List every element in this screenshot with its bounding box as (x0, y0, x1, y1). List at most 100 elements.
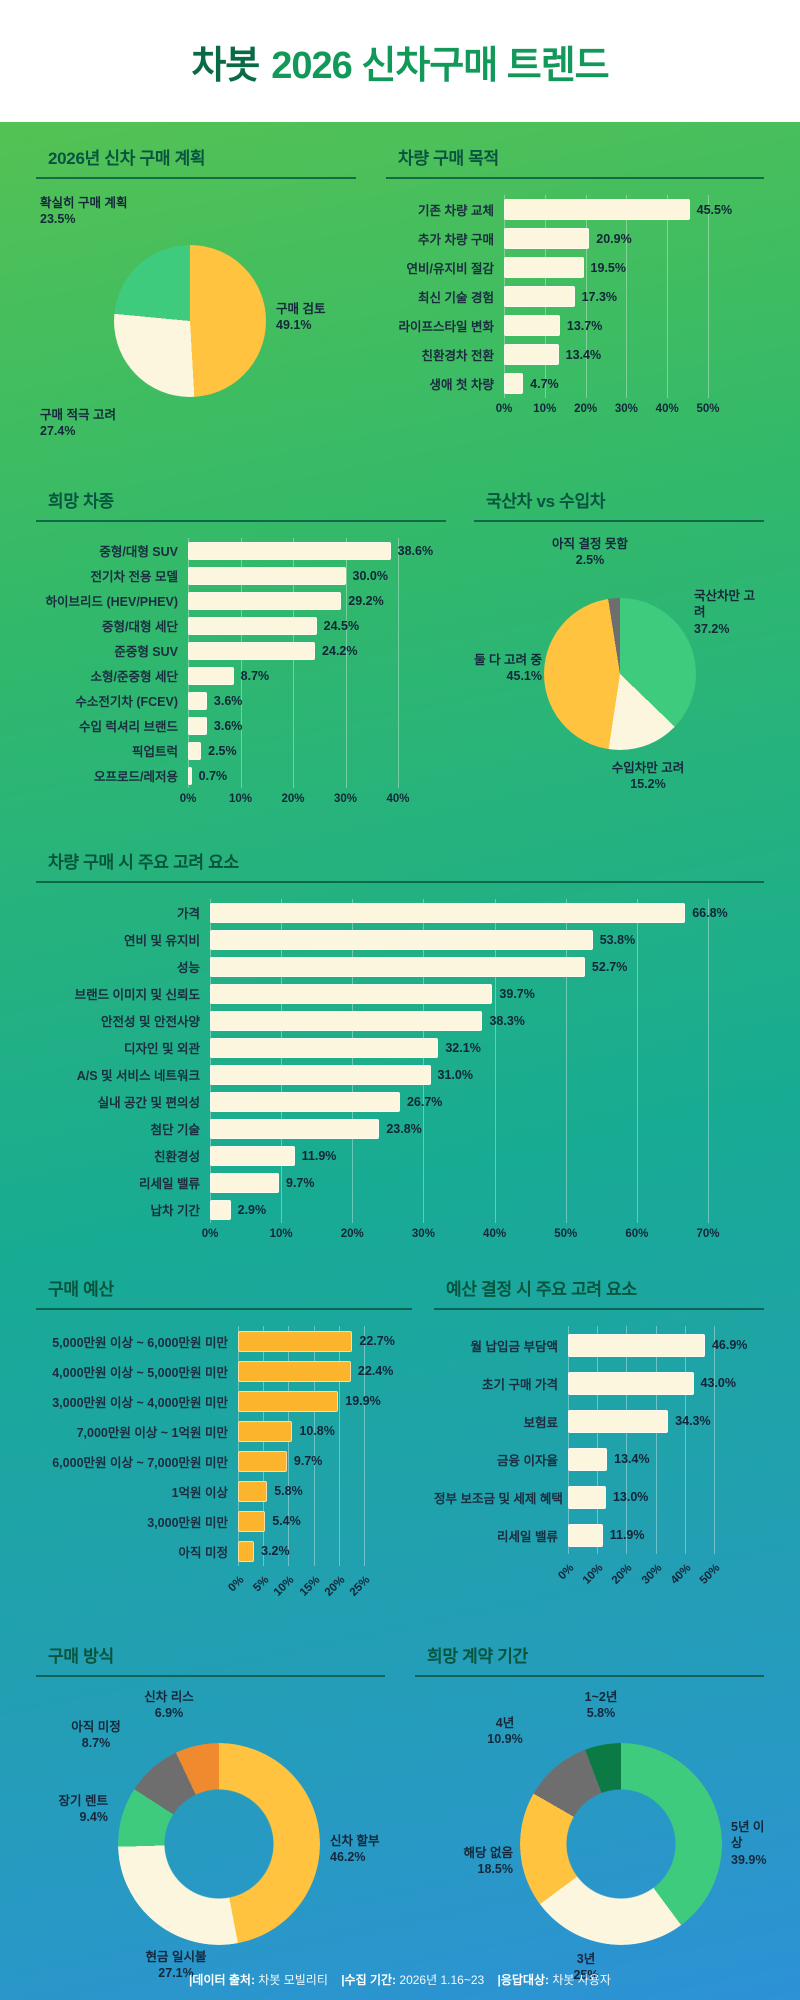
bar-row: 디자인 및 외관 32.1% (36, 1034, 764, 1061)
bar-value-label: 9.7% (286, 1175, 315, 1190)
x-axis-tick-label: 40% (668, 1562, 694, 1587)
pie-slice-label: 구매 적극 고려 27.4% (40, 407, 116, 440)
bar (238, 1330, 353, 1352)
bar-row: 첨단 기술 23.8% (36, 1115, 764, 1142)
bar-track: 3.2% (238, 1536, 364, 1566)
header: 차봇 2026 신차구매 트렌드 (0, 0, 800, 122)
gridline (238, 1326, 239, 1566)
gridline (636, 899, 638, 1223)
bar (568, 1447, 608, 1471)
pie-slice-value: 2.5% (575, 553, 605, 568)
x-axis-tick-label: 0% (226, 1574, 247, 1595)
bar-value-label: 9.7% (293, 1454, 323, 1468)
bar-value-label: 2.5% (208, 743, 237, 758)
page-title: 차봇 2026 신차구매 트렌드 (191, 34, 609, 89)
footer-respondents-label: |응답대상: (497, 1973, 550, 1987)
bar-row: 3,000만원 미만 5.4% (36, 1506, 412, 1536)
pie-slice-name: 국산차만 고려 (694, 589, 755, 620)
bar-value-label: 19.5% (590, 260, 626, 275)
pie-slice-label: 1~2년 5.8% (555, 1689, 647, 1722)
bar-track: 11.9% (210, 1142, 708, 1169)
bar-value-label: 2.9% (237, 1202, 267, 1217)
bar-category-label: 정부 보조금 및 세제 혜택 (434, 1491, 563, 1506)
footer-data-source: |데이터 출처: 차봇 모빌리티 (189, 1973, 331, 1987)
pie-slice-value: 45.1% (506, 669, 542, 684)
row-4: 구매 예산 5,000만원 이상 ~ 6,000만원 미만 22.7% 4,000만… (36, 1275, 764, 1612)
gridline (585, 195, 587, 398)
bar (210, 983, 493, 1004)
pie-slice-label: 구매 검토 49.1% (276, 301, 325, 334)
pie-slice-value: 8.7% (81, 1736, 111, 1751)
bar-track: 13.0% (568, 1478, 714, 1516)
bar (210, 1010, 483, 1031)
x-axis-tick-label: 0% (495, 403, 513, 415)
gridline (263, 1326, 265, 1566)
bar-category-label: 초기 구매 가격 (482, 1377, 558, 1392)
bar-category-label: 친환경성 (153, 1150, 200, 1164)
bar-row: 3,000만원 이상 ~ 4,000만원 미만 19.9% (36, 1386, 412, 1416)
bar-category-label: 1억원 이상 (171, 1485, 228, 1500)
bar-row: 픽업트럭 2.5% (36, 738, 446, 763)
bar-track: 20.9% (504, 224, 708, 253)
purchase-plan-pie-chart: 구매 검토 49.1% 구매 적극 고려 27.4% 확실히 구매 계획 23.5% (36, 195, 356, 457)
bar-category-label: 오프로드/레저용 (94, 770, 178, 784)
bar-plot: 가격 66.8% 연비 및 유지비 53.8% 성능 52.7% 브랜드 이미지 및 신뢰도… (36, 899, 764, 1223)
bar-track: 17.3% (504, 282, 708, 311)
bar-value-label: 39.7% (499, 986, 535, 1001)
bar (210, 1172, 279, 1193)
pie-slice-name: 해당 없음 (463, 1846, 513, 1860)
bar-category-label: 최신 기술 경험 (418, 291, 494, 305)
section-title-desired-contract-period: 희망 계약 기간 (415, 1642, 764, 1677)
pie-slice-label: 확실히 구매 계획 23.5% (40, 195, 127, 228)
bar-category-label: 리세일 밸류 (139, 1177, 200, 1191)
bar-value-label: 46.9% (711, 1338, 748, 1352)
section-purchase-considerations: 차량 구매 시 주요 고려 요소 가격 66.8% 연비 및 유지비 53.8% 성능 5… (36, 848, 764, 1245)
purchase-budget-bar-chart: 5,000만원 이상 ~ 6,000만원 미만 22.7% 4,000만원 이상 ~… (36, 1326, 412, 1612)
pie-slice-name: 구매 검토 (276, 302, 326, 316)
pie-slice-value: 15.2% (630, 777, 666, 792)
x-axis-tick-label: 20% (281, 793, 305, 805)
gridline (352, 899, 354, 1223)
bar (504, 228, 590, 249)
bar-category-label: 아직 미정 (178, 1545, 228, 1560)
purchase-method-donut-chart: 신차 할부 46.2% 현금 일시불 27.1% 장기 렌트 9.4% 아직 미정 8.7% 신… (36, 1690, 385, 1991)
bar-value-label: 24.5% (323, 618, 360, 633)
bar-category-label: 전기차 전용 모델 (90, 570, 178, 584)
bar-category-label: 4,000만원 이상 ~ 5,000만원 미만 (52, 1365, 228, 1380)
bar-track: 5.8% (238, 1476, 364, 1506)
bar (504, 344, 559, 365)
x-axis-tick-label: 30% (639, 1562, 665, 1587)
bar-category-label: 수소전기차 (FCEV) (75, 695, 178, 709)
bar-row: 보험료 34.3% (434, 1402, 764, 1440)
section-title-purchase-budget: 구매 예산 (36, 1275, 412, 1310)
gridline (708, 899, 709, 1223)
domestic-vs-imported-pie-chart: 국산차만 고려 37.2% 수입차만 고려 15.2% 둘 다 고려 중 45.1% 아직 … (474, 537, 764, 818)
bar-row: 성능 52.7% (36, 953, 764, 980)
bar-category-label: 연비/유지비 절감 (406, 262, 494, 276)
x-axis-tick-label: 50% (554, 1228, 578, 1240)
bar (210, 956, 585, 977)
bar-category-label: 6,000만원 이상 ~ 7,000만원 미만 (52, 1455, 228, 1470)
bar (188, 641, 316, 660)
gridlines (568, 1326, 715, 1554)
bar-track: 4.7% (504, 369, 708, 398)
bar-value-label: 13.0% (612, 1490, 649, 1504)
bar (188, 616, 317, 635)
bar-value-label: 17.3% (581, 289, 618, 304)
bar-track: 13.4% (568, 1440, 714, 1478)
bar-row: 월 납입금 부담액 46.9% (434, 1326, 764, 1364)
bar-value-label: 0.7% (198, 768, 228, 783)
section-title-budget-considerations: 예산 결정 시 주요 고려 요소 (434, 1275, 764, 1310)
bar-value-label: 11.9% (609, 1528, 645, 1542)
bar (568, 1485, 606, 1509)
bar (188, 591, 342, 610)
bar-track: 2.9% (210, 1196, 708, 1223)
bar-row: 브랜드 이미지 및 신뢰도 39.7% (36, 980, 764, 1007)
bar-value-label: 23.8% (386, 1121, 422, 1136)
bar (504, 286, 575, 307)
bar-value-label: 13.4% (565, 347, 602, 362)
bar-row: 실내 공간 및 편의성 26.7% (36, 1088, 764, 1115)
donut (520, 1743, 722, 1945)
bar (210, 1118, 380, 1139)
bar-value-label: 3.6% (213, 718, 243, 733)
